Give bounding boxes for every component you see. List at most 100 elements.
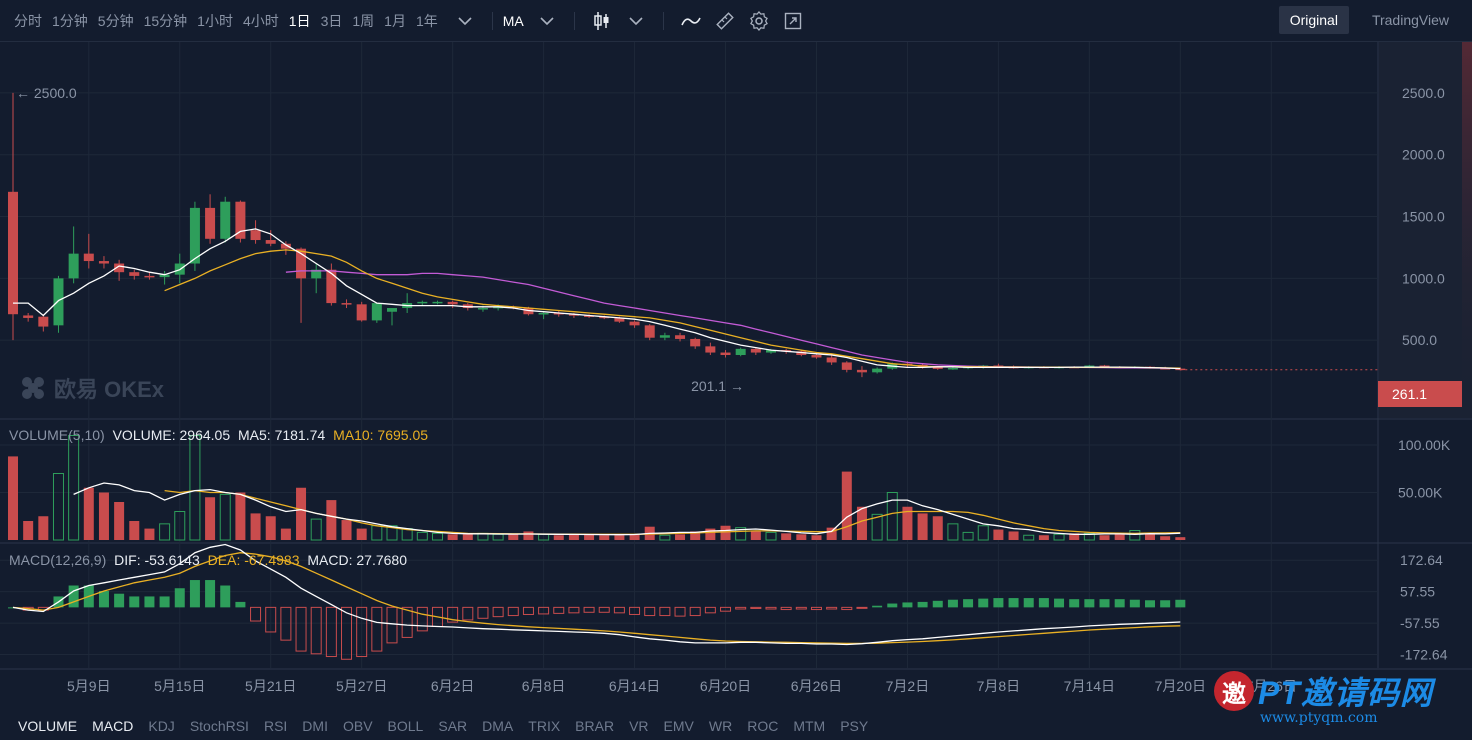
- last-price-tag: 261.1: [1378, 381, 1462, 407]
- macd-bar-negative: [341, 606, 353, 660]
- indicator-tab[interactable]: BOLL: [387, 718, 424, 734]
- macd-bar-negative: [720, 606, 732, 612]
- candle-down: [811, 355, 822, 358]
- macd-bar-positive: [1023, 598, 1034, 608]
- site-logo-url: www.ptyqm.com: [1260, 710, 1378, 726]
- chart-toolbar: 分时 1分钟 5分钟 15分钟 1小时 4小时 1日 3日 1周 1月 1年 MA Original…: [0, 0, 1472, 42]
- timeframe-item[interactable]: 3日: [320, 12, 343, 29]
- indicator-tab[interactable]: DMA: [482, 718, 514, 734]
- indicator-tab[interactable]: TRIX: [528, 718, 561, 734]
- macd-bar-negative: [644, 606, 656, 617]
- time-tick-label: 7月20日: [1155, 678, 1206, 694]
- timeframe-item[interactable]: 1周: [352, 12, 375, 29]
- macd-bar-negative: [598, 606, 610, 613]
- indicator-select[interactable]: MA: [502, 12, 524, 29]
- chevron-down-icon[interactable]: [625, 10, 647, 32]
- candle-up: [220, 201, 231, 239]
- candle-down: [568, 314, 579, 316]
- indicator-tab[interactable]: MACD: [92, 718, 134, 734]
- indicator-tab[interactable]: VOLUME: [18, 718, 78, 734]
- macd-bar-negative: [522, 606, 534, 615]
- price-chart[interactable]: 2500.0 2000.0 1500.0 1000.0 500.0 100.00K 50.0…: [0, 42, 1472, 712]
- indicator-tab[interactable]: PSY: [840, 718, 869, 734]
- indicator-tab[interactable]: WR: [708, 718, 733, 734]
- timeframe-item[interactable]: 15分钟: [143, 12, 188, 29]
- macd-bar-negative: [265, 606, 277, 633]
- timeframe-item[interactable]: 5分钟: [97, 12, 134, 29]
- price-tick-label: 1000.0: [1402, 270, 1445, 286]
- macd-bar-positive: [174, 588, 185, 608]
- macd-bar-positive: [1175, 599, 1186, 608]
- macd-bar-negative: [295, 606, 307, 652]
- indicator-tab[interactable]: ROC: [747, 718, 779, 734]
- price-tick-label: 2000.0: [1402, 147, 1445, 163]
- ruler-icon[interactable]: [714, 10, 736, 32]
- volume-bar-down: [23, 521, 34, 540]
- candle-up: [477, 308, 488, 310]
- volume-bar-up: [871, 513, 883, 541]
- volume-bar-down: [235, 492, 246, 540]
- timeframe-item[interactable]: 1月: [384, 12, 406, 29]
- candle-down: [1160, 368, 1171, 370]
- volume-bar-up: [659, 534, 671, 541]
- candle-down: [296, 248, 307, 279]
- indicator-tab[interactable]: BRAR: [575, 718, 615, 734]
- timeframe-item[interactable]: 1分钟: [52, 12, 88, 29]
- indicator-tab[interactable]: MTM: [793, 718, 826, 734]
- indicator-tab[interactable]: VR: [629, 718, 649, 734]
- time-tick-label: 7月14日: [1064, 678, 1115, 694]
- timeframe-item[interactable]: 分时: [14, 12, 42, 29]
- volume-bar-down: [1038, 535, 1049, 540]
- indicator-tab[interactable]: DMI: [302, 718, 328, 734]
- volume-bar-down: [38, 516, 49, 540]
- exchange-watermark: 欧易 OKEx: [18, 372, 164, 404]
- candle-down: [750, 348, 761, 353]
- time-tick-label: 5月15日: [154, 678, 205, 694]
- candle-up: [53, 278, 64, 326]
- indicator-tab[interactable]: StochRSI: [189, 718, 249, 734]
- timeframe-item[interactable]: 1小时: [197, 12, 233, 29]
- indicator-tabs: VOLUME MACD KDJ StochRSI RSI DMI OBV BOLL SAR DMA…: [0, 712, 1472, 740]
- indicator-tab[interactable]: RSI: [263, 718, 288, 734]
- volume-bar-down: [129, 521, 140, 540]
- timeframe-item[interactable]: 1年: [415, 12, 438, 29]
- macd-bar-positive: [932, 600, 943, 608]
- macd-bar-negative: [583, 606, 595, 613]
- settings-gear-icon[interactable]: [748, 10, 770, 32]
- fullscreen-icon[interactable]: [782, 10, 804, 32]
- macd-bar-positive: [917, 601, 928, 608]
- candlestick-icon[interactable]: [591, 10, 613, 32]
- candle-down: [447, 301, 458, 305]
- candle-down: [8, 191, 18, 315]
- price-tick-label: 2500.0: [1402, 85, 1445, 101]
- timeframe-item[interactable]: 4小时: [242, 12, 279, 29]
- timeframe-item[interactable]: 1日: [288, 12, 311, 29]
- line-tool-icon[interactable]: [680, 10, 702, 32]
- candle-down: [114, 263, 125, 273]
- volume-bar-down: [144, 528, 155, 540]
- macd-bar-negative: [795, 606, 807, 610]
- chevron-down-icon[interactable]: [536, 10, 558, 32]
- macd-bar-positive: [68, 585, 79, 608]
- original-view-button[interactable]: Original: [1278, 6, 1349, 34]
- price-axis-background: [1379, 42, 1472, 418]
- indicator-tab[interactable]: KDJ: [148, 718, 175, 734]
- volume-bar-down: [8, 456, 18, 540]
- volume-bar-down: [508, 534, 519, 540]
- site-logo-badge: 邀: [1214, 671, 1254, 711]
- indicator-tab[interactable]: EMV: [663, 718, 694, 734]
- macd-bar-positive: [1114, 599, 1125, 608]
- macd-bar-negative: [507, 606, 519, 617]
- volume-bar-down: [250, 513, 261, 540]
- indicator-tab[interactable]: SAR: [438, 718, 468, 734]
- volume-legend: VOLUME(5,10) VOLUME: 2964.05 MA5: 7181.7…: [9, 427, 432, 443]
- macd-bar-positive: [1160, 600, 1171, 608]
- volume-legend-ma10: MA10: 7695.05: [333, 427, 429, 443]
- tradingview-view-button[interactable]: TradingView: [1371, 12, 1449, 28]
- macd-bar-positive: [1069, 599, 1080, 608]
- macd-bar-negative: [659, 606, 671, 617]
- volume-bar-down: [1145, 534, 1155, 540]
- chevron-down-icon[interactable]: [454, 10, 476, 32]
- volume-bar-down: [614, 535, 625, 540]
- indicator-tab[interactable]: OBV: [342, 718, 373, 734]
